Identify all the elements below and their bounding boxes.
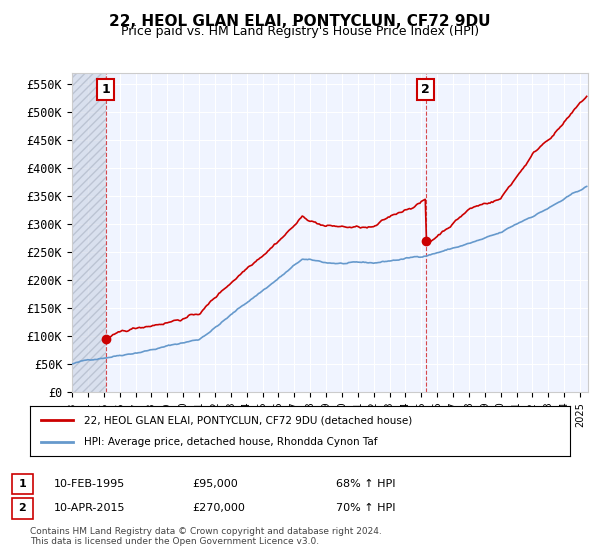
Text: 10-FEB-1995: 10-FEB-1995 [54, 479, 125, 489]
Text: 1: 1 [101, 83, 110, 96]
Text: £270,000: £270,000 [192, 503, 245, 514]
Bar [72, 73, 106, 392]
Text: 22, HEOL GLAN ELAI, PONTYCLUN, CF72 9DU: 22, HEOL GLAN ELAI, PONTYCLUN, CF72 9DU [109, 14, 491, 29]
Text: 1: 1 [19, 479, 26, 489]
Text: 68% ↑ HPI: 68% ↑ HPI [336, 479, 395, 489]
Text: Price paid vs. HM Land Registry's House Price Index (HPI): Price paid vs. HM Land Registry's House … [121, 25, 479, 38]
Text: £95,000: £95,000 [192, 479, 238, 489]
Text: 10-APR-2015: 10-APR-2015 [54, 503, 125, 514]
Text: 22, HEOL GLAN ELAI, PONTYCLUN, CF72 9DU (detached house): 22, HEOL GLAN ELAI, PONTYCLUN, CF72 9DU … [84, 415, 412, 425]
Text: 2: 2 [19, 503, 26, 514]
Text: Contains HM Land Registry data © Crown copyright and database right 2024.
This d: Contains HM Land Registry data © Crown c… [30, 526, 382, 546]
Text: HPI: Average price, detached house, Rhondda Cynon Taf: HPI: Average price, detached house, Rhon… [84, 437, 377, 447]
Text: 2: 2 [421, 83, 430, 96]
Text: 70% ↑ HPI: 70% ↑ HPI [336, 503, 395, 514]
